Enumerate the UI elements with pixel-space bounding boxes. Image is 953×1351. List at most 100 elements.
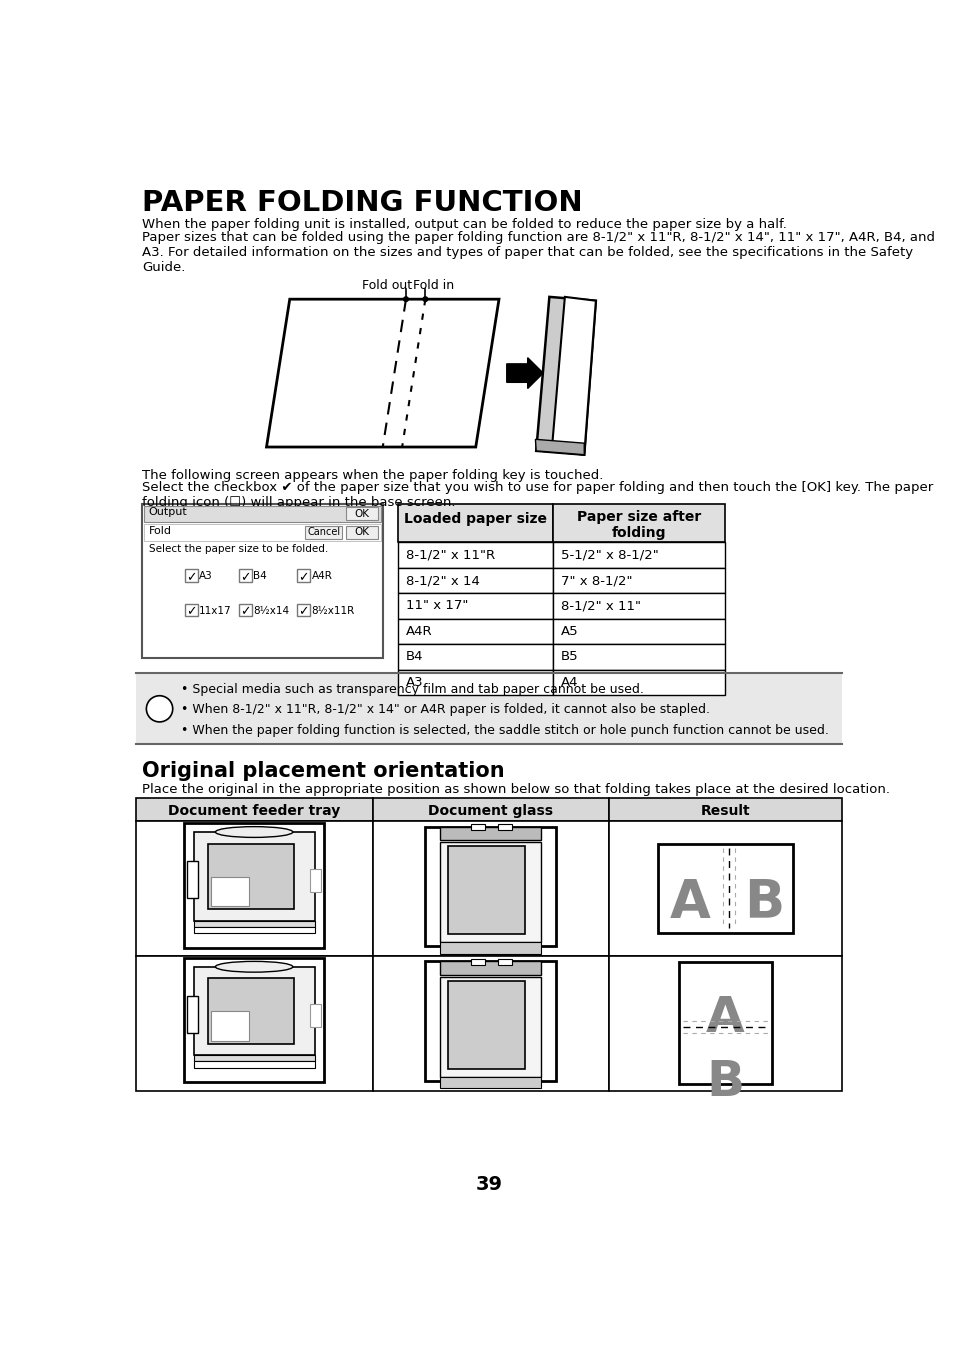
Text: • When 8-1/2" x 11"R, 8-1/2" x 14" or A4R paper is folded, it cannot also be sta: • When 8-1/2" x 11"R, 8-1/2" x 14" or A4…: [181, 704, 709, 716]
Bar: [136, 673, 841, 744]
Bar: [397, 504, 553, 543]
Text: 39: 39: [475, 1174, 502, 1194]
Polygon shape: [551, 297, 596, 455]
Text: Fold out: Fold out: [361, 280, 412, 292]
Bar: [608, 821, 841, 957]
Text: OK: OK: [354, 527, 369, 538]
Bar: [185, 604, 197, 616]
Bar: [439, 827, 540, 840]
Bar: [208, 978, 294, 1044]
Text: ✓: ✓: [298, 571, 309, 584]
Text: The following screen appears when the paper folding key is touched.: The following screen appears when the pa…: [142, 469, 603, 481]
Text: B4: B4: [253, 571, 267, 581]
Text: Output: Output: [149, 507, 187, 517]
Polygon shape: [266, 299, 498, 447]
Bar: [497, 824, 512, 831]
Text: Document glass: Document glass: [428, 804, 553, 817]
Text: 8-1/2" x 14: 8-1/2" x 14: [406, 574, 479, 588]
Text: Fold in: Fold in: [412, 280, 454, 292]
Bar: [193, 832, 314, 920]
Bar: [239, 570, 252, 582]
Bar: [239, 604, 252, 616]
Text: PAPER FOLDING FUNCTION: PAPER FOLDING FUNCTION: [142, 189, 582, 218]
Text: Paper size after
folding: Paper size after folding: [577, 511, 700, 540]
Bar: [136, 821, 373, 957]
Bar: [373, 957, 608, 1090]
Bar: [193, 927, 314, 934]
Bar: [142, 504, 382, 658]
Bar: [447, 846, 525, 935]
Bar: [310, 869, 320, 892]
Text: ◄A: ◄A: [497, 1008, 517, 1021]
Bar: [373, 798, 608, 821]
Text: A: A: [705, 994, 744, 1042]
Bar: [424, 827, 556, 946]
Text: ◄B: ◄B: [216, 1001, 257, 1027]
Bar: [136, 957, 373, 1090]
Bar: [397, 619, 553, 644]
Bar: [297, 604, 310, 616]
Bar: [397, 567, 553, 593]
Text: ✓: ✓: [186, 571, 196, 584]
Bar: [208, 843, 294, 909]
Text: Fold: Fold: [149, 526, 172, 535]
Text: A: A: [228, 867, 252, 896]
Text: A: A: [669, 877, 710, 928]
Polygon shape: [535, 439, 583, 455]
Bar: [439, 1077, 540, 1089]
Text: B5: B5: [560, 650, 578, 663]
Text: B: B: [259, 867, 282, 896]
Text: 11" x 17": 11" x 17": [406, 600, 468, 612]
Bar: [553, 619, 724, 644]
Text: B: B: [743, 877, 783, 928]
Text: Loaded paper size: Loaded paper size: [404, 512, 547, 526]
Bar: [212, 877, 249, 907]
Text: 5-1/2" x 8-1/2": 5-1/2" x 8-1/2": [560, 549, 659, 562]
Text: Select the paper size to be folded.: Select the paper size to be folded.: [149, 544, 328, 554]
Bar: [497, 959, 512, 965]
Bar: [144, 524, 381, 540]
Text: 8½x11R: 8½x11R: [311, 605, 355, 616]
Bar: [397, 543, 553, 567]
Bar: [212, 1012, 249, 1040]
Bar: [310, 1004, 320, 1027]
Text: A5: A5: [560, 626, 578, 638]
Ellipse shape: [215, 827, 293, 838]
Bar: [439, 942, 540, 954]
Text: 8-1/2" x 11"R: 8-1/2" x 11"R: [406, 549, 495, 562]
Polygon shape: [506, 358, 542, 389]
Bar: [658, 844, 793, 934]
Circle shape: [403, 297, 408, 301]
Text: • Special media such as transparency film and tab paper cannot be used.: • Special media such as transparency fil…: [181, 682, 643, 696]
Bar: [184, 958, 323, 1082]
Bar: [439, 977, 540, 1077]
Bar: [184, 823, 323, 947]
Text: B4: B4: [406, 650, 423, 663]
Bar: [439, 842, 540, 942]
Text: B: B: [465, 873, 487, 901]
Bar: [136, 798, 373, 821]
Bar: [608, 957, 841, 1090]
Bar: [193, 967, 314, 1055]
Text: 11x17: 11x17: [199, 605, 232, 616]
Bar: [424, 962, 556, 1081]
Text: ✓: ✓: [298, 605, 309, 619]
Text: Document feeder tray: Document feeder tray: [168, 804, 340, 817]
Text: Result: Result: [700, 804, 749, 817]
Text: 8-1/2" x 11": 8-1/2" x 11": [560, 600, 640, 612]
Text: When the paper folding unit is installed, output can be folded to reduce the pap: When the paper folding unit is installed…: [142, 218, 786, 231]
Text: ✏: ✏: [152, 703, 167, 720]
Text: A: A: [497, 873, 517, 901]
Text: B: B: [705, 1058, 743, 1105]
Bar: [553, 670, 724, 694]
Text: OK: OK: [354, 508, 369, 519]
Bar: [345, 526, 377, 539]
Bar: [447, 981, 525, 1069]
Text: ✓: ✓: [240, 605, 251, 619]
Bar: [608, 798, 841, 821]
Text: Select the checkbox ✔ of the paper size that you wish to use for paper folding a: Select the checkbox ✔ of the paper size …: [142, 481, 933, 509]
Text: A4R: A4R: [406, 626, 432, 638]
Bar: [185, 570, 197, 582]
Bar: [553, 593, 724, 619]
Bar: [553, 504, 724, 543]
